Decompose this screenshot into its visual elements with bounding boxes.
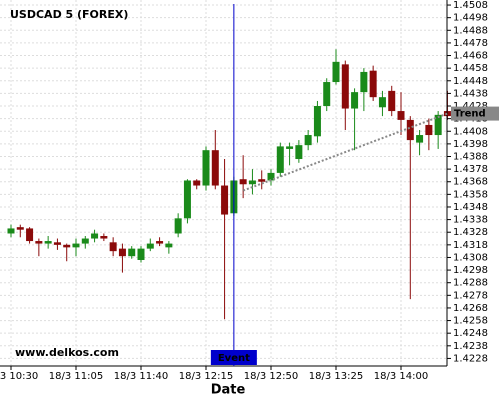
candle-body (63, 244, 71, 248)
y-tick-label: 1.4478 (453, 38, 488, 49)
candle-body (397, 111, 405, 120)
y-tick-label: 1.4458 (453, 63, 488, 74)
chart-title: USDCAD 5 (FOREX) (10, 8, 128, 21)
x-tick-label: 18/3 10:30 (0, 371, 38, 382)
y-tick-label: 1.4368 (453, 177, 488, 188)
y-tick-label: 1.4408 (453, 126, 488, 137)
y-tick-label: 1.4248 (453, 328, 488, 339)
x-tick-label: 18/3 12:50 (244, 371, 298, 382)
candle-body (276, 146, 284, 173)
x-tick-label: 18/3 11:05 (49, 371, 103, 382)
candle-body (378, 97, 386, 108)
y-tick-label: 1.4328 (453, 227, 488, 238)
candle-body (221, 185, 229, 215)
candle-body (156, 241, 164, 244)
candle-body (16, 227, 24, 230)
y-tick-label: 1.4338 (453, 215, 488, 226)
candle-body (72, 243, 80, 248)
candle-body (313, 106, 321, 137)
candle-body (44, 241, 52, 244)
y-tick-label: 1.4268 (453, 303, 488, 314)
candle-body (109, 242, 117, 252)
event-label-box (210, 350, 257, 365)
candle-body (7, 228, 15, 234)
candle-body (388, 90, 396, 112)
trend-label: Trend (454, 109, 486, 120)
candle-body (146, 243, 154, 249)
candle-body (193, 180, 201, 186)
candle-body (434, 114, 442, 136)
candle-body (351, 92, 359, 109)
candle-body (406, 119, 414, 141)
candle-body (295, 145, 303, 160)
y-tick-label: 1.4438 (453, 88, 488, 99)
candle-body (202, 150, 210, 186)
y-tick-label: 1.4488 (453, 25, 488, 36)
candle-body (118, 248, 126, 257)
candle-body (183, 180, 191, 219)
event-label: Event (218, 353, 250, 364)
candle-body (258, 179, 266, 182)
candle-body (100, 236, 108, 239)
y-tick-label: 1.4228 (453, 353, 488, 364)
candle-body (174, 218, 182, 234)
y-tick-label: 1.4348 (453, 202, 488, 213)
y-tick-label: 1.4468 (453, 51, 488, 62)
candle-body (239, 179, 247, 185)
y-tick-label: 1.4238 (453, 341, 488, 352)
candle-body (425, 124, 433, 136)
candle-body (91, 233, 99, 239)
trend-line (242, 112, 448, 192)
candle-body (369, 70, 377, 98)
candle-body (416, 135, 424, 143)
watermark: www.delkos.com (15, 346, 119, 359)
x-tick-label: 18/3 12:15 (179, 371, 233, 382)
candle-body (332, 61, 340, 83)
y-tick-label: 1.4298 (453, 265, 488, 276)
y-tick-label: 1.4318 (453, 240, 488, 251)
candle-body (267, 172, 275, 181)
candle-body (211, 150, 219, 186)
candle-body (81, 238, 89, 244)
candle-body (323, 82, 331, 107)
candle-body (53, 242, 61, 245)
candle-body (128, 248, 136, 257)
candle-body (360, 71, 368, 93)
y-tick-label: 1.4448 (453, 76, 488, 87)
candle-body (35, 241, 43, 244)
y-tick-label: 1.4398 (453, 139, 488, 150)
candle-body (304, 135, 312, 146)
y-tick-label: 1.4388 (453, 151, 488, 162)
y-tick-label: 1.4358 (453, 189, 488, 200)
y-tick-label: 1.4308 (453, 252, 488, 263)
y-tick-label: 1.4428 (453, 101, 488, 112)
y-tick-label: 1.4278 (453, 290, 488, 301)
y-tick-label: 1.4498 (453, 13, 488, 24)
y-tick-label: 1.4258 (453, 316, 488, 327)
trend-label-box (451, 106, 499, 121)
candle-body (165, 243, 173, 248)
y-tick-label: 1.4508 (453, 0, 488, 11)
y-tick-label: 1.4288 (453, 278, 488, 289)
candle-body (26, 228, 34, 242)
x-tick-label: 18/3 14:00 (374, 371, 428, 382)
x-tick-label: 18/3 13:25 (309, 371, 363, 382)
candle-body (137, 248, 145, 260)
x-axis-title: Date (211, 383, 246, 398)
candle-body (248, 180, 256, 185)
y-tick-label: 1.4378 (453, 164, 488, 175)
candle-body (286, 146, 294, 149)
x-tick-label: 18/3 11:40 (114, 371, 168, 382)
candle-body (341, 64, 349, 109)
